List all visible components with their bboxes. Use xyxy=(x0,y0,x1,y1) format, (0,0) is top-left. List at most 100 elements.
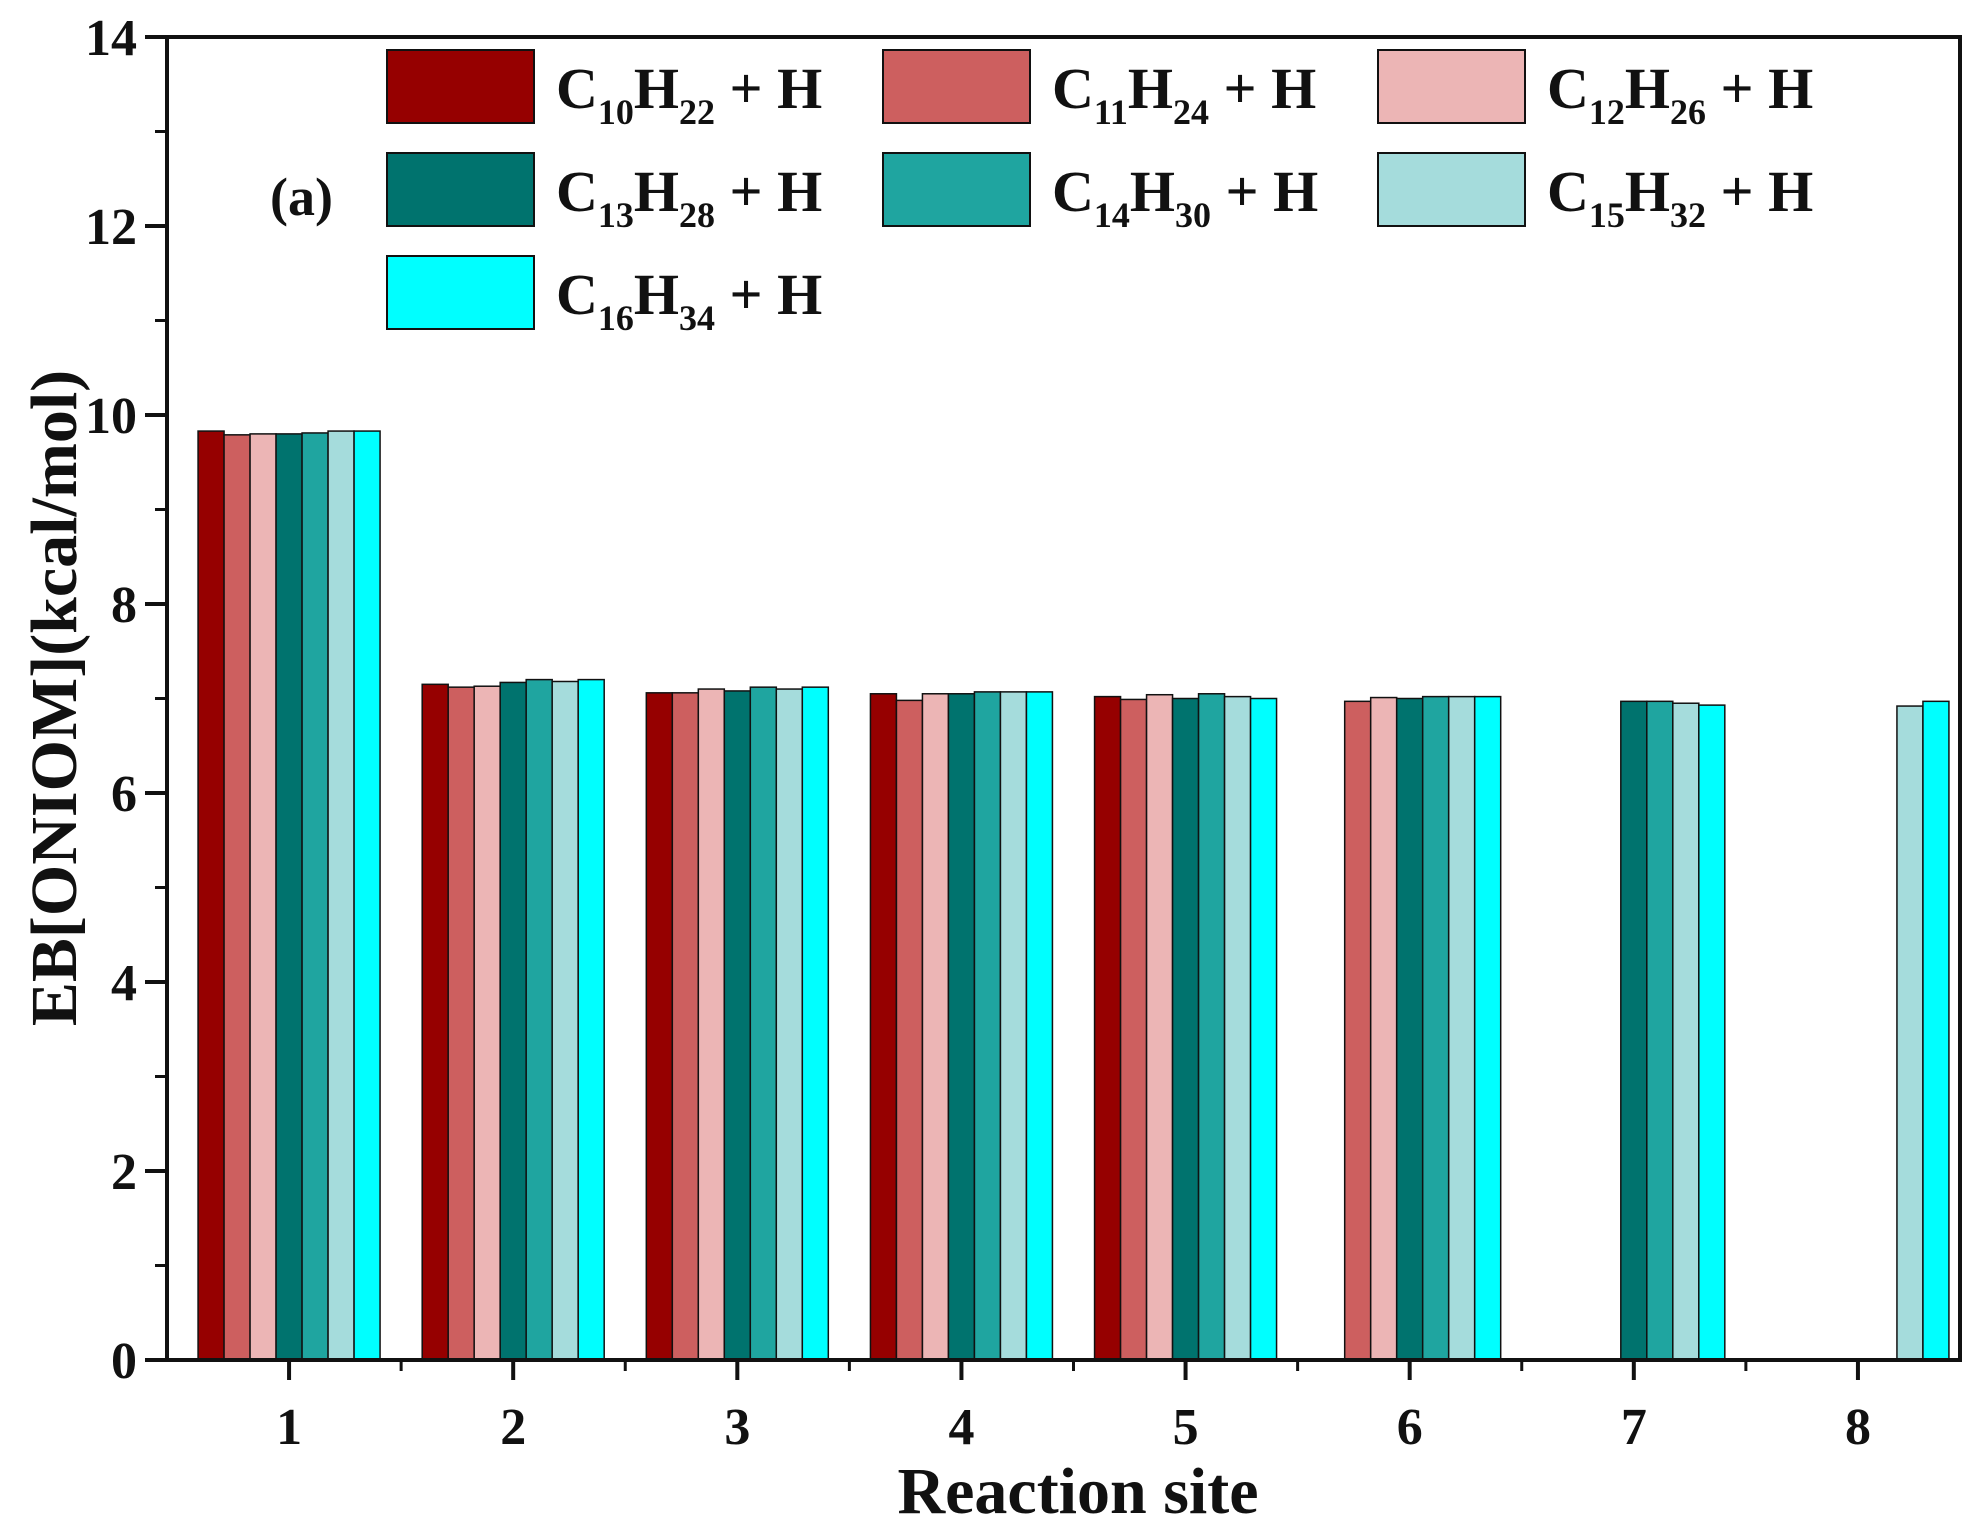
legend-label-part: 30 xyxy=(1175,195,1211,235)
legend-label-part: H xyxy=(634,56,679,121)
x-tick-label: 4 xyxy=(948,1399,974,1456)
bars-layer xyxy=(197,430,1950,1361)
bar-site-6-series-4 xyxy=(1395,697,1424,1361)
bar-site-8-series-7 xyxy=(1922,700,1950,1361)
y-tick-label: 0 xyxy=(111,1333,137,1390)
bar-site-6-series-2 xyxy=(1343,700,1372,1361)
bar-site-2-series-7 xyxy=(577,678,605,1361)
legend-label-part: C xyxy=(556,56,598,121)
bar-site-3-series-5 xyxy=(749,686,778,1361)
legend-label-part: + H xyxy=(1209,56,1316,121)
legend-label-part: H xyxy=(634,159,679,224)
bar-site-1-series-6 xyxy=(327,430,355,1361)
y-tick-label: 4 xyxy=(111,955,137,1012)
legend-label: C15H32 + H xyxy=(1547,159,1813,235)
bar-site-5-series-6 xyxy=(1223,695,1252,1361)
y-axis: 0 2 4 6 8 10 12 14 xyxy=(85,10,167,1390)
panel-label: (a) xyxy=(270,167,333,227)
legend-swatch xyxy=(386,152,535,227)
bar-site-4-series-2 xyxy=(895,699,924,1361)
bar-site-6-series-5 xyxy=(1421,695,1450,1361)
bar-site-4-series-4 xyxy=(947,693,976,1361)
legend-swatch xyxy=(1377,49,1526,124)
legend-label-part: + H xyxy=(1211,159,1318,224)
legend-label-part: + H xyxy=(715,56,822,121)
bar-site-5-series-2 xyxy=(1119,698,1148,1361)
y-tick-label: 2 xyxy=(111,1144,137,1201)
bar-site-5-series-1 xyxy=(1093,695,1122,1361)
legend-swatch xyxy=(386,255,535,330)
legend-label-part: H xyxy=(634,262,679,327)
bar-site-5-series-7 xyxy=(1249,697,1278,1361)
bar-site-7-series-4 xyxy=(1620,700,1648,1361)
legend-label-part: 16 xyxy=(598,298,634,338)
legend-label-part: H xyxy=(1625,56,1670,121)
bar-site-3-series-7 xyxy=(801,686,830,1361)
legend-label-part: 14 xyxy=(1094,195,1130,235)
bar-site-3-series-2 xyxy=(671,692,700,1361)
x-tick-label: 7 xyxy=(1621,1399,1647,1456)
legend-label-part: C xyxy=(1547,159,1589,224)
bar-site-1-series-7 xyxy=(353,430,381,1361)
bar-site-6-series-3 xyxy=(1369,696,1398,1361)
legend-label: C16H34 + H xyxy=(556,262,822,338)
legend-label-part: C xyxy=(1052,159,1094,224)
bar-site-6-series-6 xyxy=(1447,695,1476,1361)
legend-label-part: 26 xyxy=(1670,92,1706,132)
bar-site-1-series-3 xyxy=(249,433,277,1361)
bar-site-5-series-3 xyxy=(1145,693,1174,1361)
bar-site-8-series-6 xyxy=(1896,705,1924,1361)
bar-site-4-series-5 xyxy=(973,691,1002,1361)
bar-site-3-series-6 xyxy=(775,688,804,1361)
x-axis-title: Reaction site xyxy=(897,1455,1258,1528)
legend-label: C10H22 + H xyxy=(556,56,822,132)
y-tick-label: 14 xyxy=(85,10,137,67)
legend-label-part: 34 xyxy=(679,298,715,338)
legend-label-part: C xyxy=(1547,56,1589,121)
legend-label: C12H26 + H xyxy=(1547,56,1813,132)
bar-site-3-series-4 xyxy=(723,690,752,1361)
bar-site-5-series-5 xyxy=(1197,693,1226,1361)
legend-label-part: H xyxy=(1625,159,1670,224)
bar-site-4-series-7 xyxy=(1025,691,1054,1361)
legend-swatch xyxy=(882,49,1031,124)
bar-site-7-series-7 xyxy=(1698,704,1726,1361)
y-tick-label: 10 xyxy=(85,388,137,445)
bar-site-7-series-6 xyxy=(1672,702,1700,1361)
legend-label: C14H30 + H xyxy=(1052,159,1318,235)
legend-label-part: 22 xyxy=(679,92,715,132)
bar-site-1-series-1 xyxy=(197,430,225,1361)
bar-site-3-series-3 xyxy=(697,688,726,1361)
legend-label-part: 28 xyxy=(679,195,715,235)
legend-label-part: + H xyxy=(715,262,822,327)
legend-label-part: + H xyxy=(1706,56,1813,121)
bar-site-6-series-7 xyxy=(1473,695,1502,1361)
legend-swatch xyxy=(882,152,1031,227)
legend-label-part: C xyxy=(556,262,598,327)
legend-label-part: 10 xyxy=(598,92,634,132)
x-tick-label: 3 xyxy=(724,1399,750,1456)
y-tick-label: 12 xyxy=(85,199,137,256)
legend-label-part: + H xyxy=(715,159,822,224)
legend-label-part: 24 xyxy=(1173,92,1209,132)
legend-label-part: 32 xyxy=(1670,195,1706,235)
legend-swatch xyxy=(386,49,535,124)
bar-site-2-series-6 xyxy=(551,680,579,1361)
bar-site-2-series-4 xyxy=(499,681,527,1361)
legend-label-part: 13 xyxy=(598,195,634,235)
bar-site-5-series-4 xyxy=(1171,697,1200,1361)
x-tick-label: 2 xyxy=(500,1399,526,1456)
legend-label: C13H28 + H xyxy=(556,159,822,235)
x-tick-label: 5 xyxy=(1173,1399,1199,1456)
bar-site-7-series-5 xyxy=(1646,700,1674,1361)
bar-site-1-series-5 xyxy=(301,432,329,1361)
bar-site-1-series-4 xyxy=(275,433,303,1361)
bar-site-3-series-1 xyxy=(645,692,674,1361)
legend-label-part: C xyxy=(1052,56,1094,121)
bar-site-2-series-2 xyxy=(447,686,475,1361)
x-tick-label: 6 xyxy=(1397,1399,1423,1456)
legend-label-part: H xyxy=(1130,159,1175,224)
x-tick-label: 8 xyxy=(1845,1399,1871,1456)
y-axis-title: EB[ONIOM](kcal/mol) xyxy=(18,370,91,1026)
legend-label: C11H24 + H xyxy=(1052,56,1316,132)
